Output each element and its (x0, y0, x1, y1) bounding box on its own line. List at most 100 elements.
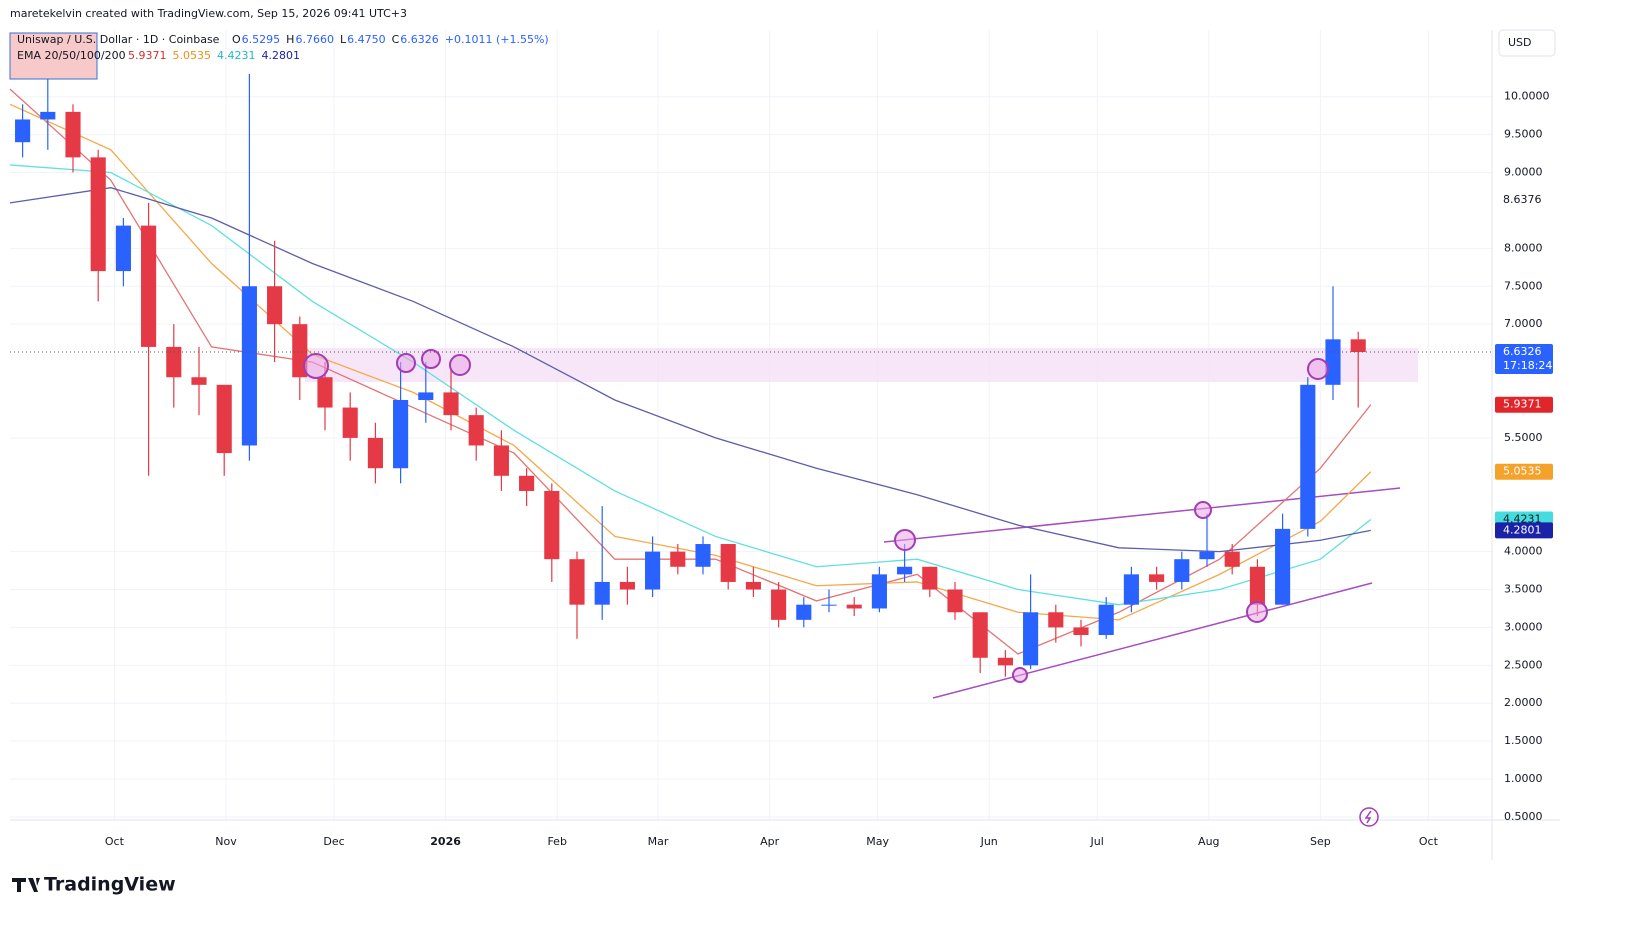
candle-body (317, 377, 333, 408)
ohlc-part: +0.1011 (+1.55%) (445, 33, 549, 46)
logo: TradingView (44, 874, 176, 896)
y-tick-label: 9.0000 (1504, 166, 1543, 179)
candle-body (796, 604, 812, 620)
candle-body (90, 157, 106, 272)
currency[interactable]: USD (1508, 36, 1532, 49)
ohlc-part: 6.7660 (295, 33, 334, 46)
price-label-bg (1495, 463, 1553, 480)
x-tick-label: Nov (215, 835, 237, 848)
price-label-bg (1495, 522, 1553, 539)
ema-value: 4.2801 (262, 49, 301, 62)
candle-body (393, 399, 409, 469)
ohlc-part: H (286, 33, 294, 46)
price-label-bg (1495, 344, 1553, 375)
ema-value: 4.4231 (217, 49, 256, 62)
marker (421, 349, 441, 369)
marker (449, 354, 471, 376)
x-tick-label: Oct (105, 835, 125, 848)
candle-body (191, 377, 207, 385)
candle-body (846, 604, 862, 609)
y-tick-label: 8.0000 (1504, 241, 1543, 254)
price-label: 4.2801 (1503, 523, 1542, 536)
x-tick-label: Aug (1198, 835, 1219, 848)
candle-body (1149, 574, 1165, 582)
candle-body (619, 581, 635, 590)
candle-body (1300, 384, 1316, 529)
candle-body (15, 119, 31, 143)
candle-body (670, 551, 686, 567)
y-tick-label: 1.5000 (1504, 734, 1543, 747)
candle-body (922, 566, 938, 590)
zone (305, 348, 1418, 382)
candle-body (1123, 574, 1139, 605)
candle-body (468, 415, 484, 446)
price-label-bg (1495, 396, 1553, 413)
price-label: 8.6376 (1503, 193, 1542, 206)
candle-body (821, 604, 837, 606)
candle-body (745, 581, 761, 590)
marker (1307, 358, 1329, 380)
candle-body (141, 225, 157, 347)
price-label-bg (1495, 192, 1553, 209)
candle-body (695, 544, 711, 567)
y-tick-label: 2.0000 (1504, 696, 1543, 709)
plot (9, 73, 1372, 677)
x-tick-label: 2026 (430, 835, 461, 848)
x-tick-label: Mar (648, 835, 669, 848)
y-tick-label: 5.5000 (1504, 431, 1543, 444)
price-label: 5.0535 (1503, 465, 1542, 478)
y-tick-label: 3.5000 (1504, 583, 1543, 596)
ema-line (9, 164, 1372, 606)
marker (1194, 501, 1212, 519)
candle-body (267, 286, 283, 325)
candle-body (1098, 604, 1114, 636)
trendline (932, 582, 1373, 699)
candle-body (947, 589, 963, 613)
symbol: Uniswap / U.S. Dollar · 1D · Coinbase (17, 33, 220, 46)
logo-icon (12, 878, 40, 892)
ohlc-part: O (232, 33, 241, 46)
candle-body (1174, 559, 1190, 582)
highlight-box (9, 32, 98, 80)
candle-body (367, 437, 383, 469)
y-tick-label: 4.0000 (1504, 545, 1543, 558)
candle-body (418, 392, 434, 400)
price-label: 6.6326 (1503, 345, 1542, 358)
alert-icon[interactable] (1359, 807, 1379, 827)
currency-button[interactable] (1498, 29, 1556, 57)
countdown: 17:18:24 (1503, 359, 1552, 372)
y-tick-label: 2.5000 (1504, 658, 1543, 671)
candle-body (997, 657, 1013, 666)
y-tick-label: 3.0000 (1504, 620, 1543, 633)
candle-body (871, 574, 887, 609)
grid (10, 30, 1492, 820)
marker (303, 353, 329, 379)
x-tick-label: Dec (323, 835, 344, 848)
ema-line (9, 187, 1371, 553)
candle-body (40, 111, 56, 120)
ohlc-part: C (392, 33, 400, 46)
ema-value: 5.9371 (128, 49, 167, 62)
ema-value: 5.0535 (173, 49, 212, 62)
y-tick-label: 9.5000 (1504, 128, 1543, 141)
candle-body (645, 551, 661, 590)
x-tick-label: Jul (1090, 835, 1104, 848)
y-tick-label: 1.0000 (1504, 772, 1543, 785)
y-tick-label: 0.5000 (1504, 810, 1543, 823)
candle-body (544, 490, 560, 560)
marker (396, 353, 416, 373)
candle-body (972, 612, 988, 658)
candle-body (519, 475, 535, 491)
ohlc-part: 6.6326 (400, 33, 439, 46)
x-tick-label: Oct (1419, 835, 1439, 848)
marker (894, 529, 916, 551)
candle-body (569, 559, 585, 605)
candle-body (115, 225, 131, 272)
price-label: 4.4231 (1503, 513, 1542, 526)
candle-body (1249, 566, 1265, 605)
candle-body (1325, 339, 1341, 385)
candle-body (1023, 612, 1039, 666)
candle-body (216, 384, 232, 454)
